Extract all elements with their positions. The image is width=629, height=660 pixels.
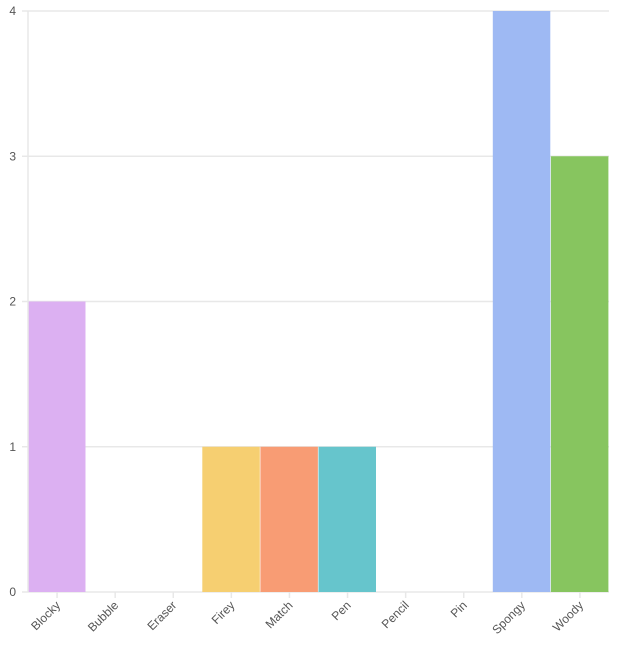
bar-blocky [28, 301, 86, 592]
y-axis-ticks: 0 1 2 3 4 [9, 4, 16, 599]
y-tick-label: 3 [9, 149, 16, 163]
x-tick-label: Pencil [379, 598, 412, 631]
bar-match [260, 446, 318, 592]
y-tick-label: 4 [9, 4, 16, 18]
bar-firey [202, 446, 260, 592]
y-tick-label: 1 [9, 440, 16, 454]
y-tick-label: 2 [9, 295, 16, 309]
bars [28, 11, 609, 592]
bar-woody [550, 156, 609, 592]
x-tick-label: Woody [550, 598, 586, 634]
x-tick-label: Bubble [85, 598, 122, 635]
bar-pen [318, 446, 376, 592]
x-tick-label: Match [263, 598, 296, 631]
x-tick-label: Pen [329, 598, 354, 623]
x-tick-label: Pin [448, 598, 470, 620]
x-tick-label: Eraser [144, 598, 179, 633]
x-axis-ticks: Blocky Bubble Eraser Firey Match Pen Pencil Pin… [28, 592, 586, 637]
bar-spongy [492, 11, 551, 592]
x-tick-label: Spongy [489, 598, 528, 637]
y-tick-label: 0 [9, 585, 16, 599]
x-tick-label: Blocky [28, 598, 63, 633]
x-tick-label: Firey [209, 598, 238, 627]
